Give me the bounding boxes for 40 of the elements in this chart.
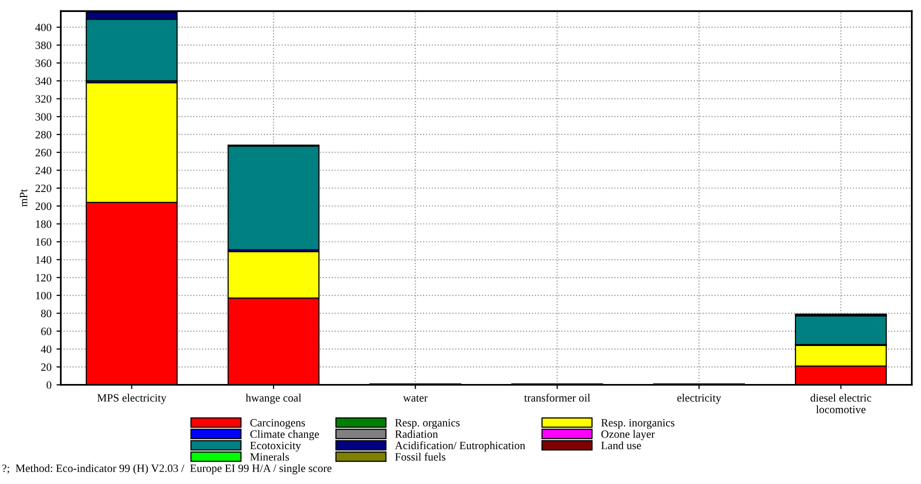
legend-label: Ozone layer [601,430,655,440]
y-tick-label: 180 [36,220,52,228]
x-tick-label: hwange coal [246,394,302,404]
x-tick-label: diesel electric locomotive [810,394,872,414]
legend-label: Resp. inorganics [601,419,674,429]
y-tick-label: 200 [36,202,52,210]
y-tick-label: 0 [46,381,52,389]
y-tick-label: 80 [41,310,52,318]
y-tick-label: 60 [41,328,52,336]
legend-label: Ecotoxicity [250,442,302,452]
y-tick-label: 20 [41,363,52,371]
x-tick-label: transformer oil [524,394,590,402]
x-tick-label: MPS electricity [97,394,166,404]
y-tick-label: 260 [36,148,52,156]
y-tick-label: 40 [40,345,52,353]
y-tick-label: 120 [36,274,52,282]
legend-label: Fossil fuels [395,452,446,461]
y-tick-label: 400 [35,24,52,32]
legend-label: Land use [601,441,641,450]
legend-label: Carcinogens [250,419,305,429]
y-axis-title: mPt [20,189,28,207]
y-tick-label: 100 [36,292,52,300]
y-tick-label: 220 [36,184,52,192]
y-tick-label: 300 [36,113,52,121]
legend-label: Radiation [395,430,438,438]
legend-label: Resp. organics [395,419,460,429]
y-tick-label: 280 [36,130,52,138]
y-tick-label: 140 [36,256,52,264]
x-tick-label: electricity [677,394,722,404]
x-tick-label: water [403,395,428,402]
y-tick-label: 380 [36,42,52,50]
y-tick-label: 340 [36,77,52,85]
y-tick-label: 320 [36,95,52,103]
legend-label: Climate change [250,430,319,440]
y-tick-label: 360 [36,59,52,67]
y-tick-label: 160 [36,238,52,246]
legend-label: Acidification/ Eutrophication [394,441,526,452]
y-tick-label: 240 [36,166,52,174]
text: ?; Method: Eco-indicator 99 (H) V2.03 / Europe EI 99 H/A / single score [2,464,332,474]
legend-label: Minerals [250,452,289,461]
